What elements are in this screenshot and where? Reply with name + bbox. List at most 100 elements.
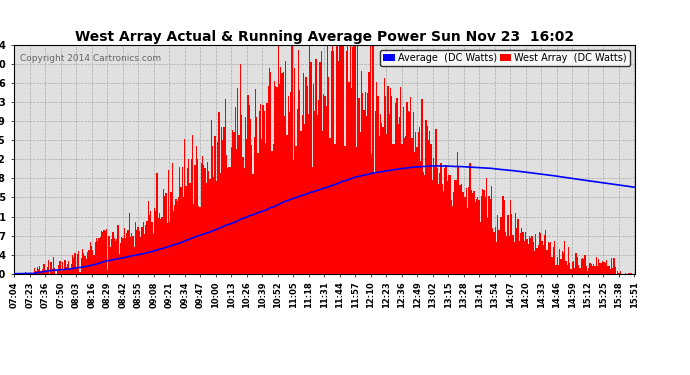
Bar: [324, 96, 326, 274]
Bar: [227, 168, 228, 274]
Bar: [154, 208, 155, 274]
Bar: [594, 266, 595, 274]
Bar: [39, 266, 40, 274]
Bar: [61, 272, 62, 274]
Bar: [216, 181, 217, 274]
Bar: [102, 231, 103, 274]
Bar: [236, 149, 237, 274]
Bar: [528, 244, 529, 274]
Bar: [248, 105, 250, 274]
Bar: [224, 99, 226, 274]
Bar: [92, 250, 93, 274]
Bar: [58, 265, 59, 274]
Bar: [180, 187, 181, 274]
Bar: [601, 263, 602, 274]
Bar: [446, 181, 448, 274]
Bar: [352, 46, 353, 274]
Bar: [161, 216, 163, 274]
Bar: [88, 250, 90, 274]
Bar: [546, 250, 548, 274]
Bar: [291, 45, 293, 274]
Bar: [350, 45, 351, 274]
Bar: [303, 73, 304, 274]
Bar: [366, 116, 367, 274]
Bar: [28, 273, 29, 274]
Bar: [440, 163, 442, 274]
Bar: [337, 45, 338, 274]
Bar: [609, 269, 611, 274]
Bar: [386, 134, 387, 274]
Bar: [131, 233, 132, 274]
Bar: [586, 271, 588, 274]
Bar: [282, 73, 283, 274]
Bar: [304, 124, 306, 274]
Bar: [339, 45, 341, 274]
Bar: [150, 211, 151, 274]
Bar: [607, 266, 609, 274]
Bar: [274, 81, 275, 274]
Bar: [602, 261, 603, 274]
Bar: [52, 269, 53, 274]
Bar: [244, 168, 245, 274]
Bar: [256, 117, 257, 274]
Bar: [179, 167, 180, 274]
Bar: [175, 199, 177, 274]
Bar: [112, 232, 114, 274]
Bar: [83, 253, 84, 274]
Bar: [245, 117, 246, 274]
Bar: [406, 102, 408, 274]
Bar: [595, 257, 597, 274]
Bar: [184, 139, 186, 274]
Bar: [368, 72, 370, 274]
Bar: [230, 167, 231, 274]
Bar: [59, 261, 61, 274]
Bar: [471, 190, 472, 274]
Bar: [121, 237, 122, 274]
Bar: [506, 236, 507, 274]
Bar: [565, 261, 566, 274]
Bar: [319, 62, 321, 274]
Bar: [551, 257, 553, 274]
Bar: [600, 263, 601, 274]
Bar: [144, 234, 145, 274]
Bar: [498, 230, 500, 274]
Bar: [79, 272, 81, 274]
Bar: [544, 234, 545, 274]
Bar: [404, 138, 405, 274]
Bar: [462, 192, 463, 274]
Legend: Average  (DC Watts), West Array  (DC Watts): Average (DC Watts), West Array (DC Watts…: [380, 50, 630, 66]
Bar: [435, 129, 437, 274]
Bar: [496, 242, 497, 274]
Bar: [583, 259, 584, 274]
Bar: [525, 231, 526, 274]
Bar: [535, 234, 536, 274]
Bar: [269, 68, 270, 274]
Bar: [152, 234, 154, 274]
Bar: [531, 236, 533, 274]
Bar: [193, 204, 195, 274]
Bar: [270, 72, 271, 274]
Bar: [203, 165, 204, 274]
Bar: [321, 51, 322, 274]
Bar: [145, 225, 146, 274]
Bar: [371, 154, 373, 274]
Bar: [306, 86, 308, 274]
Bar: [417, 132, 419, 274]
Bar: [290, 92, 291, 274]
Bar: [539, 232, 540, 274]
Bar: [423, 172, 424, 274]
Bar: [128, 213, 130, 274]
Bar: [139, 231, 140, 274]
Bar: [451, 200, 452, 274]
Bar: [564, 241, 565, 274]
Bar: [618, 273, 620, 274]
Bar: [277, 45, 279, 274]
Bar: [505, 232, 506, 274]
Bar: [376, 82, 377, 274]
Bar: [481, 196, 482, 274]
Bar: [57, 270, 58, 274]
Bar: [394, 144, 395, 274]
Bar: [575, 254, 577, 274]
Bar: [322, 131, 323, 274]
Bar: [549, 243, 550, 274]
